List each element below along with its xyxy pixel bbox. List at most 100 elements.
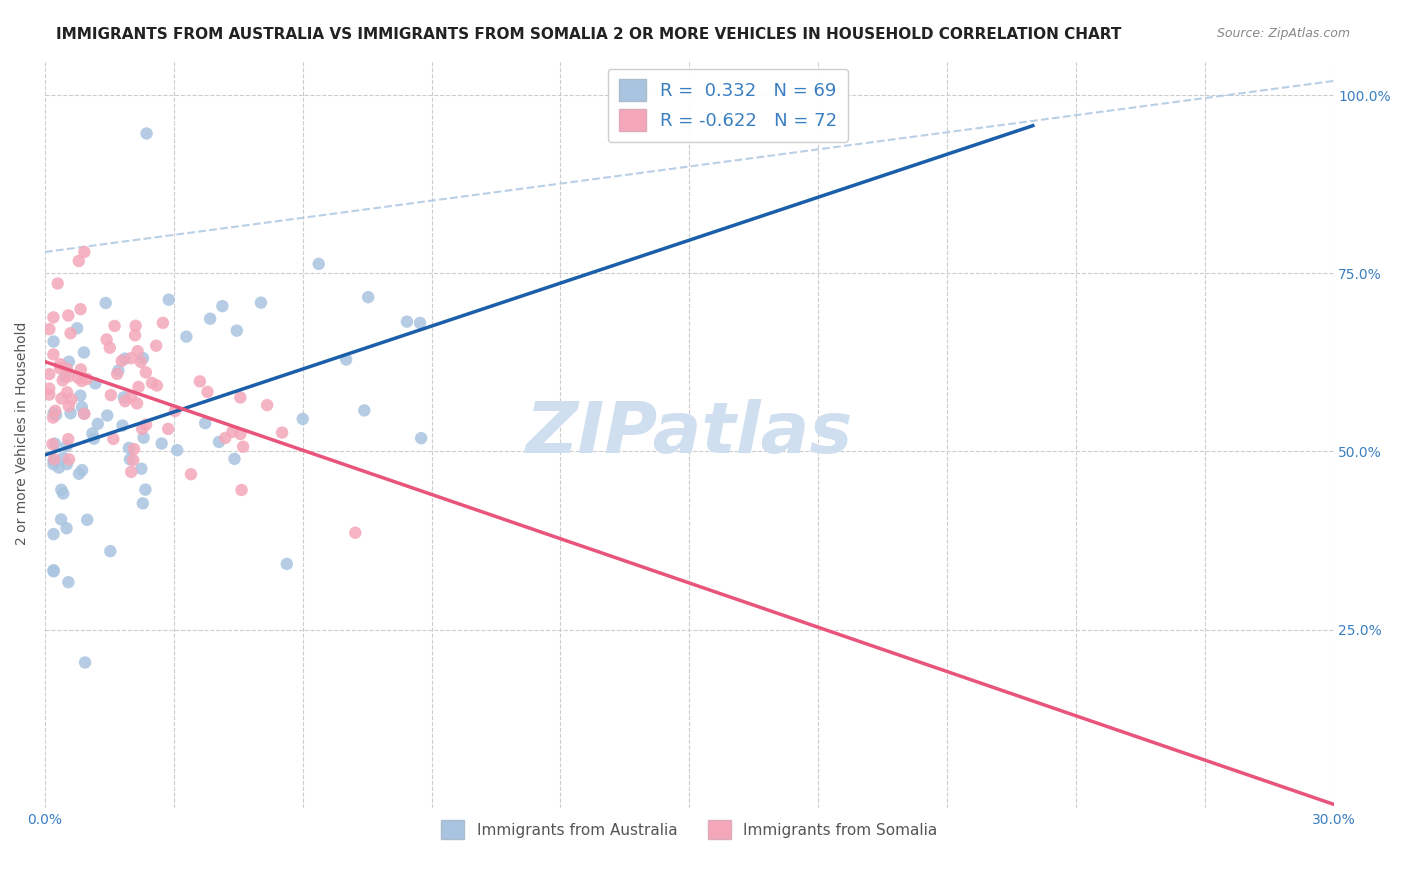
Point: [38, 387, 60, 401]
Point: [127, 344, 149, 359]
Point: [52, 486, 75, 500]
Y-axis label: 2 or more Vehicles in Household: 2 or more Vehicles in Household: [15, 322, 30, 545]
Point: [118, 441, 141, 455]
Point: [75, 656, 97, 670]
Point: [114, 394, 136, 409]
Point: [308, 257, 330, 271]
Point: [250, 295, 273, 310]
Point: [42, 458, 65, 472]
Point: [98, 544, 121, 558]
Point: [157, 293, 180, 307]
Point: [58, 369, 80, 384]
Point: [135, 127, 157, 141]
Point: [58, 399, 80, 413]
Point: [44, 404, 66, 418]
Point: [96, 333, 118, 347]
Point: [125, 396, 148, 410]
Point: [56, 385, 79, 400]
Point: [229, 391, 252, 405]
Point: [100, 388, 122, 402]
Point: [44, 436, 66, 450]
Point: [76, 513, 98, 527]
Text: Source: ZipAtlas.com: Source: ZipAtlas.com: [1216, 27, 1350, 40]
Point: [55, 521, 77, 535]
Point: [111, 418, 134, 433]
Point: [135, 365, 157, 379]
Point: [122, 442, 145, 456]
Point: [51, 483, 73, 497]
Point: [42, 347, 65, 361]
Point: [180, 467, 202, 482]
Point: [67, 371, 90, 385]
Point: [132, 351, 155, 365]
Point: [146, 378, 169, 392]
Point: [145, 339, 167, 353]
Point: [357, 290, 380, 304]
Point: [42, 453, 65, 467]
Point: [58, 452, 80, 467]
Point: [105, 367, 128, 381]
Point: [73, 407, 96, 421]
Point: [60, 392, 83, 407]
Point: [70, 463, 93, 477]
Point: [66, 321, 89, 335]
Point: [42, 310, 65, 325]
Point: [211, 299, 233, 313]
Point: [44, 452, 66, 467]
Point: [150, 436, 173, 450]
Point: [52, 450, 75, 465]
Point: [256, 398, 278, 412]
Point: [83, 432, 105, 446]
Point: [120, 390, 142, 404]
Point: [42, 564, 65, 578]
Point: [208, 434, 231, 449]
Point: [122, 453, 145, 467]
Point: [120, 465, 142, 479]
Point: [76, 372, 98, 386]
Point: [96, 409, 118, 423]
Point: [59, 406, 82, 420]
Point: [69, 388, 91, 402]
Point: [55, 439, 77, 453]
Point: [87, 417, 110, 431]
Point: [42, 334, 65, 349]
Point: [67, 254, 90, 268]
Point: [224, 451, 246, 466]
Text: ZIPatlas: ZIPatlas: [526, 400, 853, 468]
Point: [42, 410, 65, 425]
Point: [41, 437, 63, 451]
Point: [411, 431, 433, 445]
Point: [42, 563, 65, 577]
Point: [131, 461, 153, 475]
Point: [395, 315, 418, 329]
Point: [84, 376, 107, 391]
Point: [276, 557, 298, 571]
Point: [42, 406, 65, 420]
Legend: Immigrants from Australia, Immigrants from Somalia: Immigrants from Australia, Immigrants fr…: [436, 814, 943, 845]
Point: [49, 512, 72, 526]
Point: [58, 309, 80, 323]
Point: [103, 318, 125, 333]
Point: [98, 341, 121, 355]
Point: [51, 392, 73, 406]
Point: [56, 361, 79, 376]
Point: [409, 316, 432, 330]
Point: [46, 277, 69, 291]
Point: [152, 316, 174, 330]
Point: [198, 311, 221, 326]
Point: [232, 440, 254, 454]
Point: [114, 351, 136, 366]
Point: [188, 375, 211, 389]
Point: [335, 352, 357, 367]
Point: [134, 483, 156, 497]
Point: [176, 329, 198, 343]
Point: [131, 422, 153, 436]
Point: [194, 416, 217, 430]
Point: [231, 483, 253, 497]
Point: [73, 407, 96, 421]
Point: [111, 354, 134, 368]
Point: [103, 432, 125, 446]
Point: [49, 361, 72, 376]
Point: [120, 351, 142, 366]
Point: [225, 324, 247, 338]
